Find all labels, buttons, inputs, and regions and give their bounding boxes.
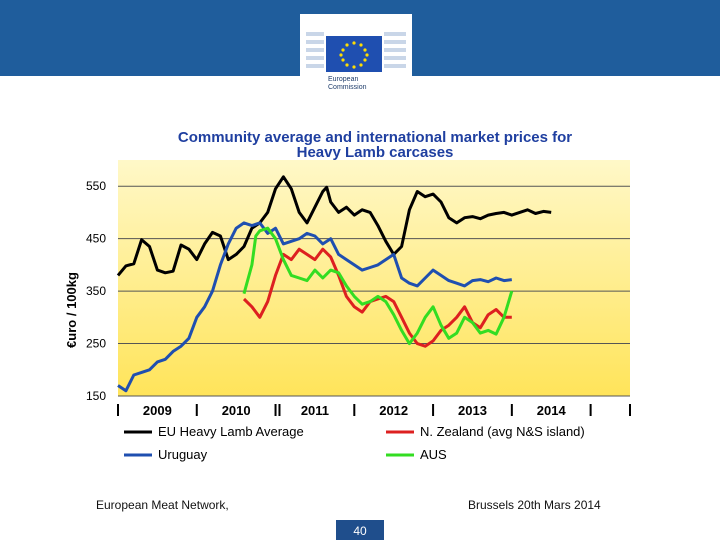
y-tick-label: 250 [86,337,106,351]
y-tick-label: 550 [86,179,106,193]
plot-area [118,160,630,396]
gridlines [118,185,630,397]
x-year-label: 2012 [379,403,408,418]
series-line-1 [116,175,552,277]
price-chart: 150 250 350 450 550 2009 2010 2011 2012 2013 2014… [64,160,631,462]
series-line-4 [242,226,514,346]
y-tick-label: 450 [86,232,106,246]
series-lines [116,175,552,393]
x-year-label: 2009 [143,403,172,418]
y-tick-label: 150 [86,389,106,403]
legend: EU Heavy Lamb Average N. Zealand (avg N&S… [124,424,585,462]
org-line2: Commission [328,84,367,91]
commission-logo [300,14,412,98]
series-line-2 [117,221,512,393]
footer-organization: European Meat Network, [96,498,229,512]
legend-label: Uruguay [158,447,208,462]
y-tick-label: 350 [86,284,106,298]
chart-title-line2: Heavy Lamb carcases [296,144,454,161]
y-axis-label: €uro / 100kg [64,272,79,348]
footer-date: Brussels 20th Mars 2014 [468,498,601,512]
commission-name: European Commission [328,76,367,92]
x-year-label: 2010 [222,403,251,418]
legend-label: EU Heavy Lamb Average [158,424,304,439]
x-year-label: 2014 [537,403,567,418]
series-line-3 [242,247,512,348]
x-axis: 2009 2010 2011 2012 2013 2014 [117,403,631,418]
chart-title: Community average and international mark… [120,130,630,160]
legend-label: AUS [420,447,447,462]
y-axis-ticks: 150 250 350 450 550 [86,179,106,403]
page-number: 40 [336,520,384,540]
legend-label: N. Zealand (avg N&S island) [420,424,585,439]
x-year-label: 2013 [458,403,487,418]
org-line1: European [328,76,359,83]
x-year-label: 2011 [301,403,329,418]
chart-title-line1: Community average and international mark… [177,129,573,146]
